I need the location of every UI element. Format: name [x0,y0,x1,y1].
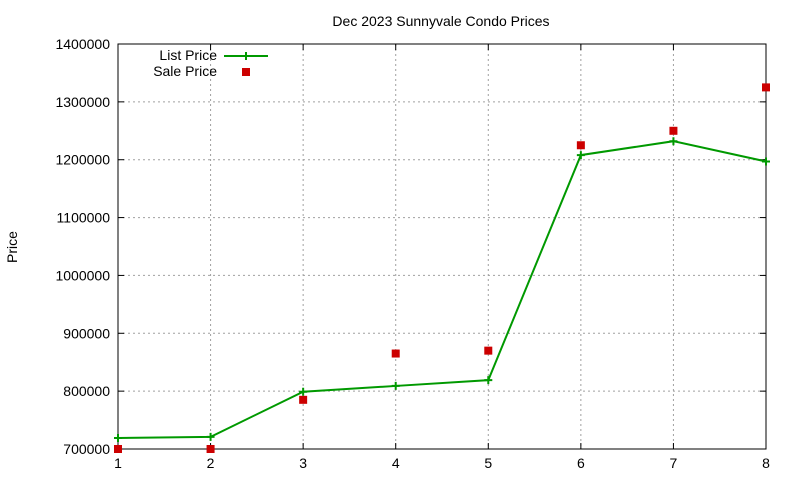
data-point-sale-price [484,346,493,355]
legend: List Price Sale Price [153,47,268,79]
y-tick-label: 1200000 [55,152,110,168]
data-point-list-price [762,157,770,166]
data-point-list-price [484,376,493,385]
ticks: 1 2 3 4 5 6 7 8 700000 800000 900000 1000000 1100000… [55,36,770,471]
plot-frame [117,43,767,450]
x-tick-label: 7 [670,455,678,471]
x-tick-label: 2 [207,455,215,471]
chart-title: Dec 2023 Sunnyvale Condo Prices [332,13,549,29]
data-point-list-price [299,387,308,396]
y-tick-label: 700000 [63,441,110,457]
y-tick-label: 900000 [63,325,110,341]
y-tick-label: 800000 [63,383,110,399]
grid [118,44,766,449]
y-tick-label: 1100000 [57,210,111,226]
y-tick-label: 1300000 [55,94,110,110]
data-point-list-price [391,381,400,390]
data-point-list-price [114,434,122,443]
legend-marker-list-price [242,52,250,60]
data-point-list-price [669,137,678,146]
x-tick-label: 3 [299,455,307,471]
data-point-list-price [206,432,215,441]
series [114,83,770,453]
legend-marker-sale-price [242,68,250,76]
data-point-sale-price [206,445,215,453]
y-tick-label: 1400000 [55,36,110,52]
x-tick-label: 4 [392,455,400,471]
legend-label-sale-price: Sale Price [153,63,217,79]
legend-label-list-price: List Price [159,47,217,63]
x-tick-label: 6 [577,455,585,471]
data-point-sale-price [762,83,770,92]
data-point-sale-price [114,445,122,453]
y-tick-label: 1000000 [55,267,110,283]
x-tick-label: 8 [762,455,770,471]
data-point-list-price [576,151,585,160]
x-tick-label: 5 [484,455,492,471]
series-line-list-price [117,140,767,440]
data-point-sale-price [391,349,400,358]
x-tick-label: 1 [114,455,122,471]
data-point-sale-price [669,126,678,135]
y-axis-label: Price [4,231,20,263]
data-point-sale-price [576,141,585,150]
data-point-sale-price [299,395,308,404]
